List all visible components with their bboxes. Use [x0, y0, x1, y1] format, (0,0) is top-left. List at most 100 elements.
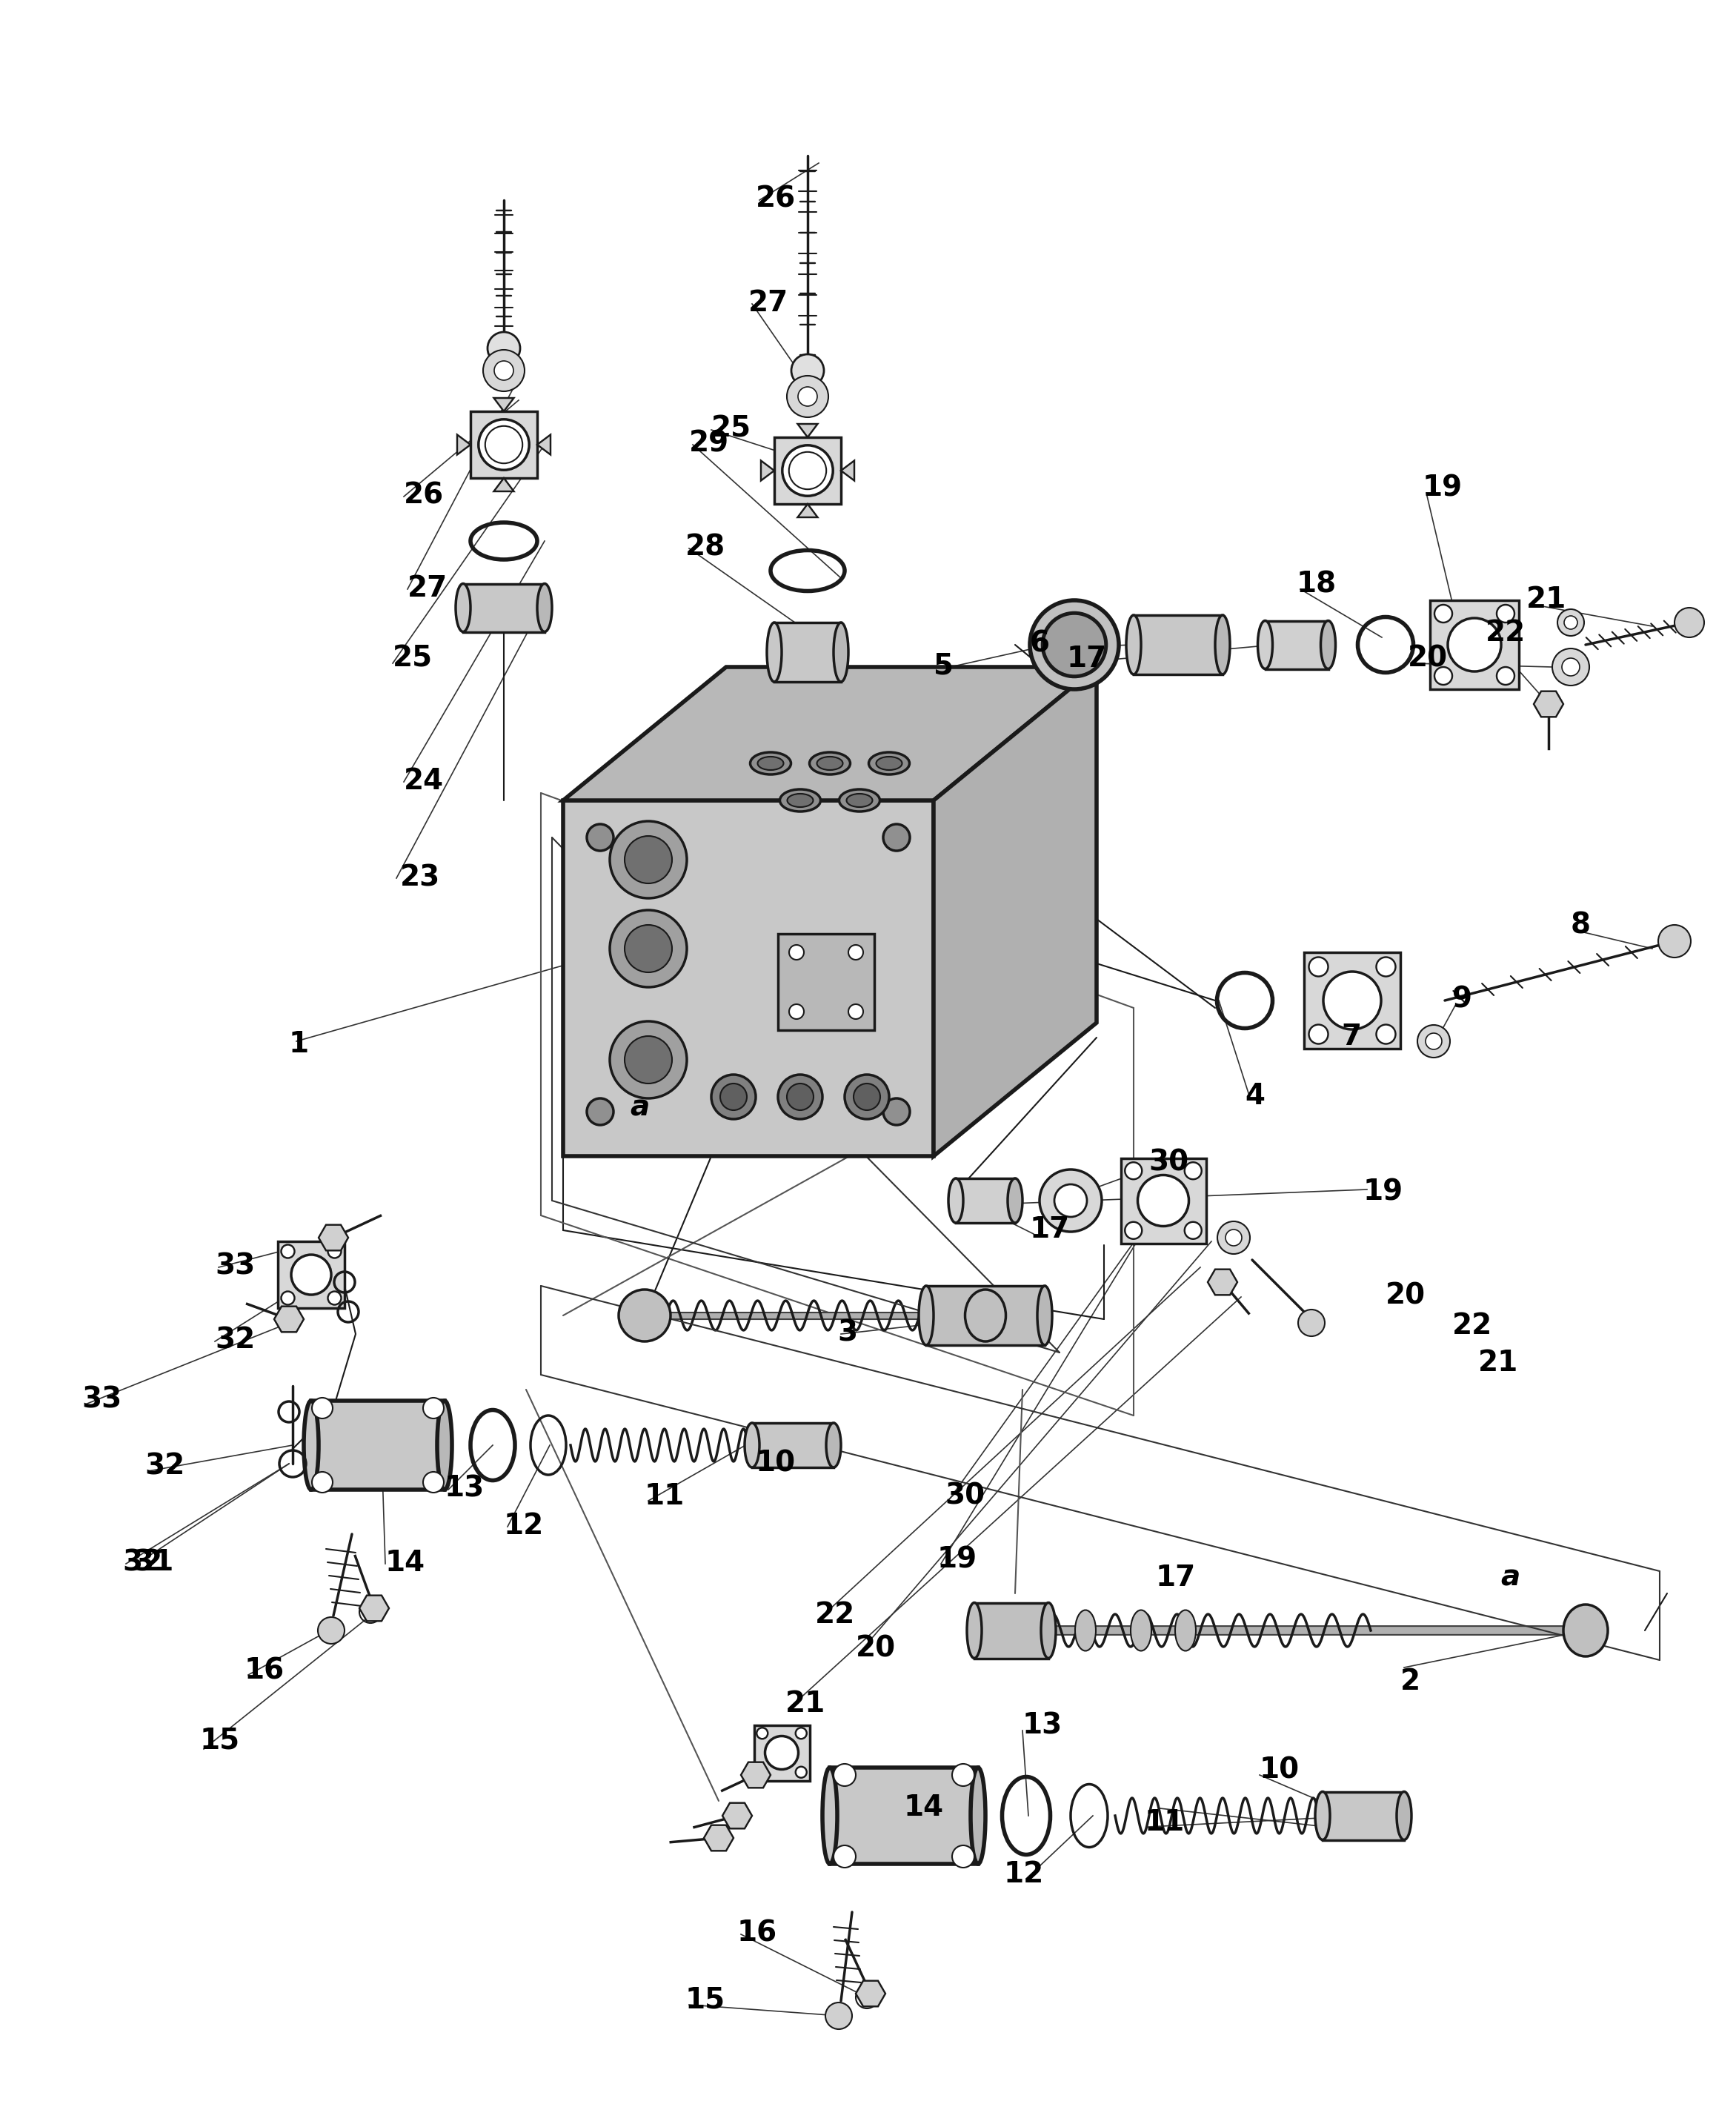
Circle shape	[833, 1763, 856, 1787]
Circle shape	[1448, 619, 1502, 672]
Polygon shape	[562, 668, 1097, 800]
Circle shape	[825, 2002, 852, 2029]
Text: 17: 17	[1029, 1215, 1069, 1244]
Circle shape	[609, 821, 687, 898]
Circle shape	[845, 1074, 889, 1119]
Text: 25: 25	[392, 644, 432, 672]
Ellipse shape	[455, 583, 470, 632]
Text: 23: 23	[399, 864, 441, 891]
Circle shape	[328, 1291, 342, 1304]
Text: 25: 25	[712, 415, 752, 442]
Text: 19: 19	[937, 1544, 977, 1574]
Circle shape	[884, 823, 910, 851]
Circle shape	[625, 925, 672, 972]
Bar	[278, 1242, 344, 1308]
Circle shape	[1496, 604, 1514, 623]
Circle shape	[766, 1736, 799, 1770]
Circle shape	[424, 1397, 444, 1419]
Circle shape	[587, 1098, 613, 1125]
Circle shape	[1125, 1221, 1142, 1238]
Circle shape	[1557, 608, 1585, 636]
Polygon shape	[319, 1225, 349, 1251]
Bar	[778, 934, 875, 1029]
Circle shape	[1425, 1034, 1443, 1049]
Bar	[753, 1725, 809, 1780]
Ellipse shape	[1130, 1610, 1151, 1651]
Text: 11: 11	[644, 1483, 684, 1510]
Text: 33: 33	[82, 1387, 122, 1414]
Ellipse shape	[847, 793, 873, 806]
Circle shape	[795, 1768, 807, 1778]
Ellipse shape	[745, 1423, 759, 1468]
Ellipse shape	[1042, 1602, 1055, 1659]
Circle shape	[951, 1763, 974, 1787]
Circle shape	[795, 1727, 807, 1740]
Text: 12: 12	[503, 1512, 543, 1540]
Text: 24: 24	[404, 768, 444, 795]
Text: 5: 5	[934, 653, 953, 681]
Text: 10: 10	[1260, 1757, 1300, 1785]
Ellipse shape	[826, 1423, 840, 1468]
Polygon shape	[856, 1980, 885, 2006]
Circle shape	[1054, 1185, 1087, 1217]
Bar	[774, 623, 840, 683]
Text: 8: 8	[1571, 912, 1590, 940]
Circle shape	[318, 1617, 344, 1644]
Bar	[1121, 1157, 1207, 1242]
Text: 21: 21	[1477, 1349, 1519, 1376]
Circle shape	[778, 1074, 823, 1119]
Text: 21: 21	[785, 1689, 826, 1719]
Text: 12: 12	[1003, 1861, 1043, 1889]
Text: 32: 32	[215, 1327, 255, 1355]
Circle shape	[849, 944, 863, 959]
Ellipse shape	[757, 757, 783, 770]
Text: 29: 29	[689, 430, 729, 457]
Circle shape	[1675, 608, 1705, 638]
Circle shape	[790, 944, 804, 959]
Ellipse shape	[1075, 1610, 1095, 1651]
Polygon shape	[840, 462, 854, 481]
Circle shape	[1184, 1161, 1201, 1178]
Text: 6: 6	[1029, 630, 1050, 657]
Circle shape	[292, 1255, 332, 1295]
Circle shape	[479, 419, 529, 470]
Text: 22: 22	[1453, 1312, 1493, 1340]
Ellipse shape	[767, 623, 781, 683]
Ellipse shape	[1038, 1287, 1052, 1344]
Polygon shape	[703, 1825, 734, 1850]
Polygon shape	[797, 423, 818, 438]
Text: 17: 17	[1068, 644, 1108, 672]
Ellipse shape	[1316, 1791, 1330, 1840]
Circle shape	[1552, 649, 1588, 685]
Polygon shape	[493, 479, 514, 491]
Bar	[1323, 1791, 1404, 1840]
Circle shape	[1564, 617, 1578, 630]
Text: 30: 30	[1149, 1149, 1189, 1176]
Ellipse shape	[1175, 1610, 1196, 1651]
Circle shape	[757, 1768, 767, 1778]
Text: 1: 1	[288, 1029, 309, 1059]
Circle shape	[328, 1244, 342, 1257]
Circle shape	[854, 1083, 880, 1110]
Text: 26: 26	[755, 185, 795, 213]
Circle shape	[1137, 1174, 1189, 1225]
Text: 19: 19	[1363, 1178, 1403, 1206]
Bar	[774, 438, 840, 504]
Ellipse shape	[1321, 621, 1335, 668]
Bar	[1430, 600, 1519, 689]
Text: 2: 2	[1401, 1668, 1420, 1695]
Polygon shape	[493, 398, 514, 411]
Text: 15: 15	[686, 1987, 726, 2014]
Circle shape	[1029, 600, 1118, 689]
Text: 30: 30	[944, 1483, 984, 1510]
Text: 26: 26	[404, 481, 444, 510]
Circle shape	[609, 910, 687, 987]
Circle shape	[1377, 957, 1396, 976]
Bar	[830, 1768, 977, 1863]
Bar	[974, 1602, 1049, 1659]
Text: 15: 15	[200, 1727, 240, 1755]
Text: 13: 13	[444, 1474, 484, 1504]
Circle shape	[281, 1291, 295, 1304]
Circle shape	[1125, 1161, 1142, 1178]
Circle shape	[720, 1083, 746, 1110]
